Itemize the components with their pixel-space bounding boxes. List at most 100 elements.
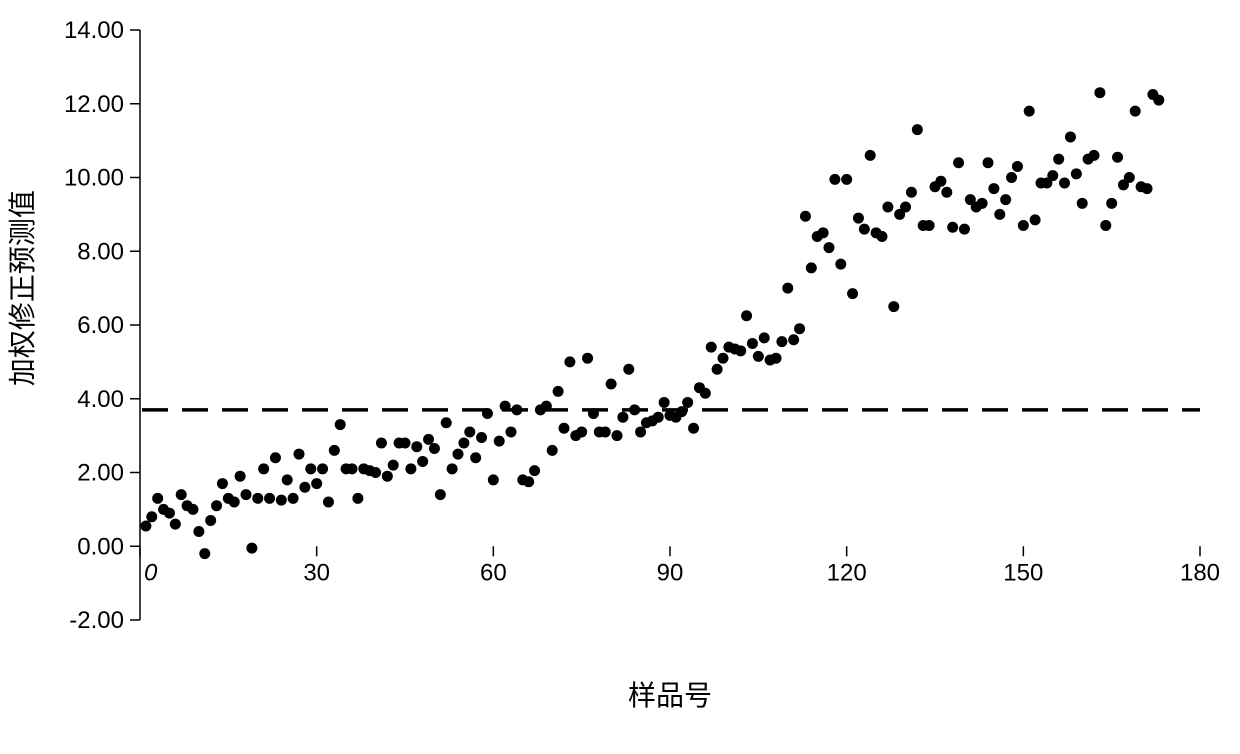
x-axis-label: 样品号 [628, 680, 712, 711]
data-point [441, 417, 452, 428]
data-point [747, 338, 758, 349]
data-point [152, 493, 163, 504]
data-point [782, 283, 793, 294]
data-point [547, 445, 558, 456]
data-point [1024, 106, 1035, 117]
data-point [617, 412, 628, 423]
data-point [482, 408, 493, 419]
data-point [576, 426, 587, 437]
data-point [859, 224, 870, 235]
data-point [1130, 106, 1141, 117]
y-tick-label: 0.00 [77, 533, 124, 560]
data-point [953, 157, 964, 168]
data-point [1030, 214, 1041, 225]
data-point [429, 443, 440, 454]
data-point [217, 478, 228, 489]
data-point [199, 548, 210, 559]
data-point [988, 183, 999, 194]
data-point [688, 423, 699, 434]
data-point [865, 150, 876, 161]
data-point [376, 438, 387, 449]
data-point [659, 397, 670, 408]
data-point [900, 202, 911, 213]
data-point [718, 353, 729, 364]
data-point [435, 489, 446, 500]
data-point [299, 482, 310, 493]
data-point [888, 301, 899, 312]
data-point [882, 202, 893, 213]
data-point [382, 471, 393, 482]
data-point [735, 345, 746, 356]
data-point [1000, 194, 1011, 205]
data-point [264, 493, 275, 504]
data-point [600, 426, 611, 437]
data-point [1006, 172, 1017, 183]
data-point [983, 157, 994, 168]
data-point [447, 463, 458, 474]
data-point [676, 406, 687, 417]
data-point [712, 364, 723, 375]
data-point [741, 310, 752, 321]
data-point [935, 176, 946, 187]
data-point [559, 423, 570, 434]
data-point [941, 187, 952, 198]
data-point [453, 449, 464, 460]
x-tick-label: 0 [144, 559, 158, 586]
data-point [352, 493, 363, 504]
x-tick-label: 180 [1180, 559, 1220, 586]
data-point [506, 426, 517, 437]
data-point [947, 222, 958, 233]
data-point [405, 463, 416, 474]
data-point [818, 227, 829, 238]
y-tick-label: 4.00 [77, 386, 124, 413]
data-point [776, 336, 787, 347]
data-point [476, 432, 487, 443]
data-point [564, 356, 575, 367]
data-point [912, 124, 923, 135]
data-point [235, 471, 246, 482]
y-tick-label: 10.00 [64, 165, 124, 192]
y-tick-label: 14.00 [64, 17, 124, 44]
data-point [164, 508, 175, 519]
data-point [653, 412, 664, 423]
data-point [523, 476, 534, 487]
data-point [582, 353, 593, 364]
data-point [794, 323, 805, 334]
data-point [311, 478, 322, 489]
data-point [500, 401, 511, 412]
data-point [329, 445, 340, 456]
data-point [759, 332, 770, 343]
data-point [488, 474, 499, 485]
data-point [529, 465, 540, 476]
data-point [877, 231, 888, 242]
data-point [140, 520, 151, 531]
data-point [347, 463, 358, 474]
data-point [417, 456, 428, 467]
data-point [706, 342, 717, 353]
data-point [1071, 168, 1082, 179]
data-point [806, 262, 817, 273]
data-point [188, 504, 199, 515]
x-tick-label: 150 [1003, 559, 1043, 586]
data-point [771, 353, 782, 364]
data-point [258, 463, 269, 474]
data-point [170, 519, 181, 530]
data-point [458, 438, 469, 449]
x-tick-label: 120 [827, 559, 867, 586]
y-tick-label: 2.00 [77, 460, 124, 487]
data-point [464, 426, 475, 437]
data-point [841, 174, 852, 185]
data-point [959, 224, 970, 235]
data-point [288, 493, 299, 504]
data-point [1018, 220, 1029, 231]
data-point [370, 467, 381, 478]
data-point [853, 213, 864, 224]
y-axis-label: 加权修正预测值 [7, 190, 38, 386]
data-point [553, 386, 564, 397]
data-point [682, 397, 693, 408]
data-point [629, 404, 640, 415]
data-point [470, 452, 481, 463]
data-point [800, 211, 811, 222]
data-point [824, 242, 835, 253]
data-point [994, 209, 1005, 220]
